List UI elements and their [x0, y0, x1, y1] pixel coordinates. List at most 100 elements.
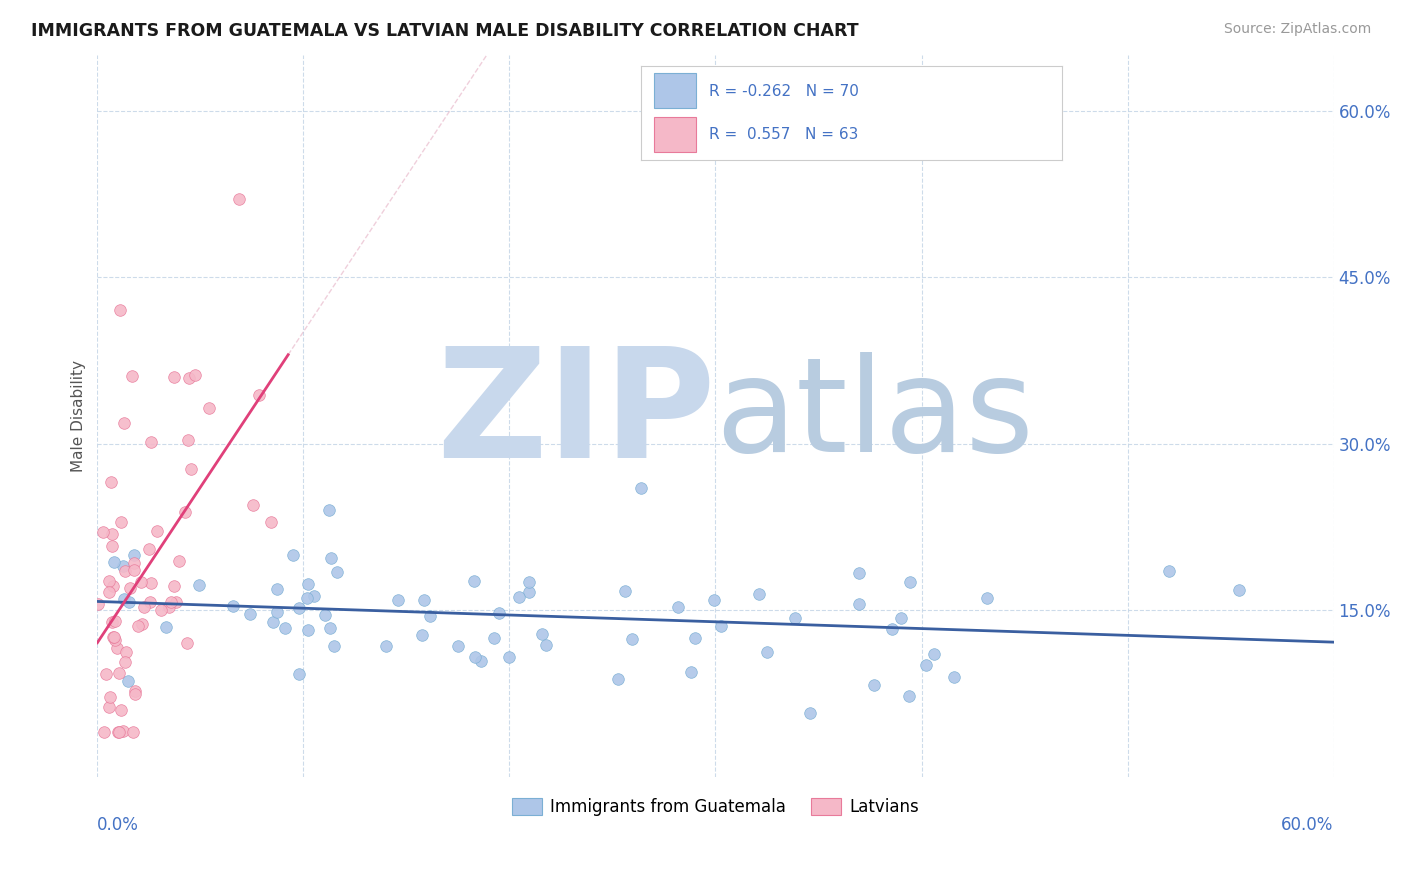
Point: [115, 645, 138, 659]
Point: [122, 562, 145, 576]
Point: [180, 462, 202, 476]
Point: [163, 370, 186, 384]
Point: [710, 618, 733, 632]
Point: [107, 725, 129, 739]
Point: [101, 526, 124, 541]
Point: [447, 639, 470, 653]
Point: [97, 700, 120, 714]
Point: [177, 370, 200, 384]
Point: [606, 672, 628, 686]
Point: [321, 551, 343, 566]
Point: [138, 595, 160, 609]
Point: [387, 592, 409, 607]
Point: [288, 601, 311, 615]
Point: [107, 725, 129, 739]
Point: [703, 593, 725, 607]
Point: [157, 600, 180, 615]
Point: [139, 575, 162, 590]
Point: [86, 597, 108, 611]
Point: [110, 703, 132, 717]
Y-axis label: Male Disability: Male Disability: [72, 359, 86, 472]
Point: [122, 725, 145, 739]
Point: [108, 303, 131, 318]
Text: 60.0%: 60.0%: [1281, 816, 1334, 834]
Point: [167, 554, 190, 568]
Point: [122, 556, 145, 570]
Point: [848, 597, 870, 611]
Point: [411, 627, 433, 641]
Point: [287, 666, 309, 681]
Point: [103, 630, 125, 644]
Point: [517, 575, 540, 590]
Point: [176, 636, 198, 650]
Point: [262, 615, 284, 630]
Point: [127, 619, 149, 633]
Point: [249, 388, 271, 402]
Point: [124, 548, 146, 562]
Point: [108, 666, 131, 681]
Point: [260, 515, 283, 529]
Point: [98, 585, 121, 599]
Point: [1157, 564, 1180, 578]
Point: [124, 687, 146, 701]
Point: [318, 503, 340, 517]
Point: [111, 723, 134, 738]
Text: Source: ZipAtlas.com: Source: ZipAtlas.com: [1223, 22, 1371, 37]
Point: [121, 368, 143, 383]
Point: [177, 433, 200, 447]
Point: [239, 607, 262, 621]
Point: [419, 608, 441, 623]
Point: [943, 670, 966, 684]
Point: [155, 620, 177, 634]
Point: [534, 638, 557, 652]
Text: IMMIGRANTS FROM GUATEMALA VS LATVIAN MALE DISABILITY CORRELATION CHART: IMMIGRANTS FROM GUATEMALA VS LATVIAN MAL…: [31, 22, 859, 40]
Point: [266, 582, 288, 596]
Point: [150, 603, 173, 617]
Point: [91, 525, 114, 540]
Point: [319, 621, 342, 635]
Point: [132, 600, 155, 615]
Point: [783, 610, 806, 624]
Point: [101, 630, 124, 644]
Point: [482, 631, 505, 645]
Point: [112, 591, 135, 606]
Point: [124, 684, 146, 698]
Point: [882, 622, 904, 636]
Point: [890, 611, 912, 625]
Point: [470, 654, 492, 668]
Point: [266, 605, 288, 619]
Point: [508, 590, 530, 604]
Point: [228, 193, 250, 207]
Text: atlas: atlas: [716, 352, 1035, 479]
Point: [748, 587, 770, 601]
Point: [898, 690, 921, 704]
Point: [100, 615, 122, 629]
Point: [464, 650, 486, 665]
Point: [112, 558, 135, 573]
Point: [679, 665, 702, 680]
Point: [103, 555, 125, 569]
Point: [413, 593, 436, 607]
Point: [197, 401, 219, 416]
Point: [666, 600, 689, 615]
Point: [498, 649, 520, 664]
Point: [621, 632, 644, 646]
Point: [104, 615, 127, 629]
Point: [314, 607, 336, 622]
Point: [323, 639, 346, 653]
Point: [848, 566, 870, 581]
Point: [114, 564, 136, 578]
Point: [325, 566, 347, 580]
Point: [517, 585, 540, 599]
Point: [117, 594, 139, 608]
Point: [531, 627, 554, 641]
Point: [112, 417, 135, 431]
Point: [98, 690, 121, 704]
Point: [120, 581, 142, 595]
Point: [98, 574, 121, 588]
Point: [1227, 582, 1250, 597]
Point: [863, 678, 886, 692]
Point: [898, 574, 921, 589]
Point: [174, 505, 197, 519]
Point: [103, 632, 125, 647]
